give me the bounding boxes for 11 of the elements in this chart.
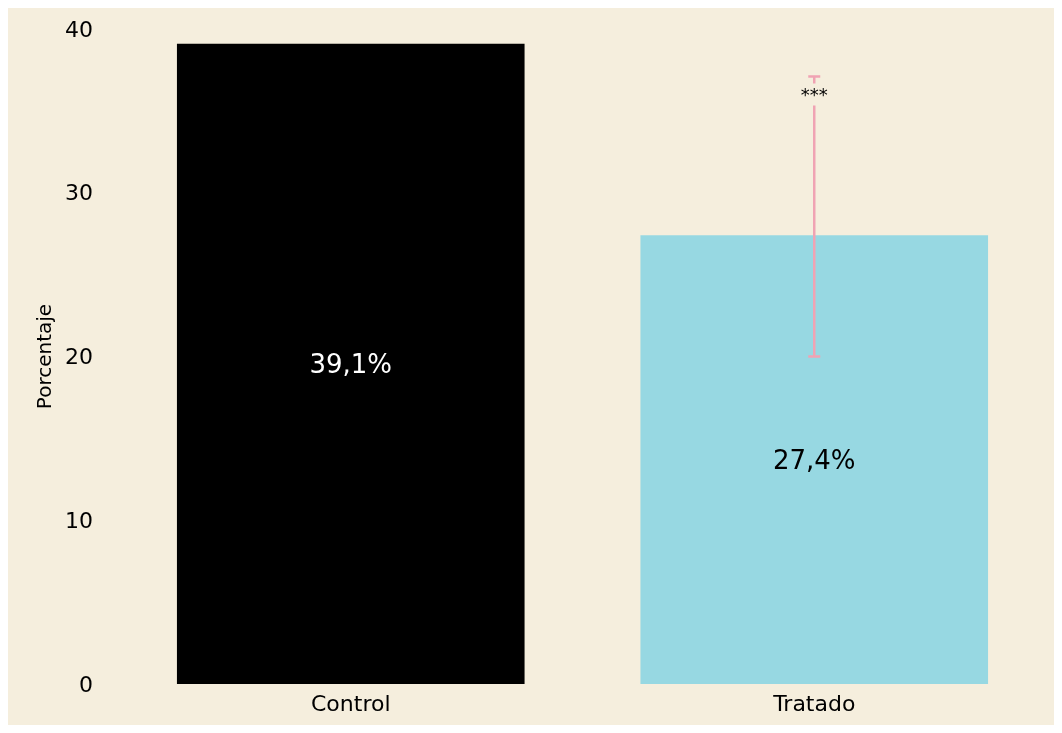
data-label: 39,1% [309,348,393,379]
y-tick-label: 20 [65,344,93,369]
x-tick-label: Tratado [772,690,856,716]
annotation: *** [800,84,828,105]
y-tick-label: 30 [65,180,93,206]
x-tick-label: Control [310,690,391,716]
data-label: 27,4% [772,444,856,475]
y-tick-label: 40 [65,16,93,42]
y-tick-label: 0 [79,671,93,697]
y-tick-label: 10 [65,507,93,533]
y-axis-title: Porcentaje [32,303,57,410]
